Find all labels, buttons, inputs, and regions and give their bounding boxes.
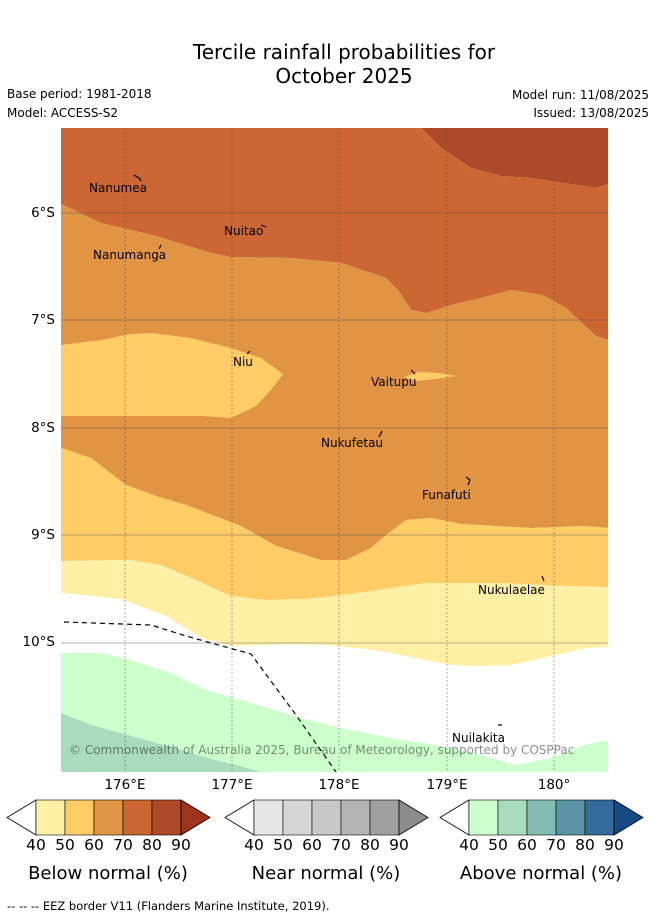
lat-label-7s: 7°S: [31, 312, 55, 328]
colorbar-near-normal: [224, 799, 429, 836]
island-nuitao-outline: [260, 224, 267, 228]
colorbar-tick-label: 90: [389, 836, 409, 854]
colorbar-segment: [64, 799, 95, 836]
colorbar-above-normal: [439, 799, 644, 836]
lon-label-180: 180°: [537, 777, 571, 793]
colorbar-segment: [369, 799, 400, 836]
map-title: Tercile rainfall probabilities for Octob…: [0, 40, 655, 88]
island-funafuti-outline: [465, 476, 471, 486]
colorbar-tick-label: 60: [517, 836, 537, 854]
model-run: Model run: 11/08/2025: [511, 88, 649, 102]
lon-label-176e: 176°E: [104, 777, 146, 793]
model-name: Model: ACCESS-S2: [7, 106, 119, 120]
colorbar-high-extension: [613, 799, 644, 836]
colorbar-segment: [122, 799, 153, 836]
colorbar-segment: [497, 799, 528, 836]
colorbar-tick-label: 40: [459, 836, 479, 854]
place-label-niu: Niu: [233, 355, 253, 369]
colorbar-segment: [468, 799, 499, 836]
region-above-40: [61, 653, 608, 772]
place-label-nanumea: Nanumea: [89, 181, 147, 195]
base-period: Base period: 1981-2018: [7, 87, 152, 101]
title-line-1: Tercile rainfall probabilities for: [192, 40, 496, 64]
lon-label-179e: 179°E: [426, 777, 468, 793]
colorbar-segment: [253, 799, 284, 836]
region-below-50-niu: [61, 333, 283, 418]
colorbar-tick-label: 60: [302, 836, 322, 854]
colorbar-segment: [526, 799, 557, 836]
lon-label-178e: 178°E: [318, 777, 360, 793]
region-above-50: [61, 713, 261, 772]
place-label-nukufetau: Nukufetau: [321, 436, 383, 450]
colorbar-low-extension: [224, 799, 255, 836]
colorbar-segment: [151, 799, 182, 836]
colorbar-segment: [340, 799, 371, 836]
colorbar-segment: [35, 799, 66, 836]
place-label-nanumanga: Nanumanga: [93, 248, 166, 262]
graticule: [61, 128, 608, 772]
place-label-nukulaelae: Nukulaelae: [478, 583, 545, 597]
colorbars: [6, 799, 644, 836]
colorbar-title-above: Above normal (%): [459, 863, 623, 884]
title-line-2: October 2025: [275, 64, 413, 88]
colorbar-segment: [584, 799, 615, 836]
lat-label-6s: 6°S: [31, 205, 55, 221]
place-label-vaitupu: Vaitupu: [371, 375, 417, 389]
island-nukulaelae-outline: [541, 575, 545, 582]
colorbar-tick-label: 90: [171, 836, 191, 854]
issued-date: Issued: 13/08/2025: [533, 106, 649, 120]
region-below-80: [421, 128, 608, 188]
place-label-nuilakita: Nuilakita: [452, 731, 505, 745]
region-below-50: [61, 448, 608, 600]
region-below-50-vaitupu: [404, 372, 456, 381]
lon-label-177e: 177°E: [211, 777, 253, 793]
colorbar-high-extension: [180, 799, 211, 836]
colorbar-high-extension: [398, 799, 429, 836]
region-below-60: [61, 204, 608, 560]
colorbar-tick-label: 40: [244, 836, 264, 854]
colorbar-tick-label: 50: [488, 836, 508, 854]
colorbar-segment: [555, 799, 586, 836]
copyright-watermark: © Commonwealth of Australia 2025, Bureau…: [69, 743, 574, 757]
island-niu-outline: [246, 350, 251, 355]
place-label-funafuti: Funafuti: [422, 488, 471, 502]
colorbar-tick-label: 40: [26, 836, 46, 854]
lat-label-10s: 10°S: [22, 634, 56, 650]
colorbar-tick-label: 80: [360, 836, 380, 854]
colorbar-tick-label: 50: [55, 836, 75, 854]
colorbar-low-extension: [439, 799, 470, 836]
eez-legend-footer: -- -- -- EEZ border V11 (Flanders Marine…: [7, 899, 330, 913]
island-nukufetau-outline: [378, 430, 383, 438]
colorbar-segment: [311, 799, 342, 836]
eez-border: [63, 621, 337, 772]
colorbar-below-normal: [6, 799, 211, 836]
colorbar-tick-label: 50: [273, 836, 293, 854]
island-nanumea-outline: [133, 174, 142, 182]
region-below-40: [61, 560, 608, 666]
colorbar-tick-label: 60: [84, 836, 104, 854]
colorbar-title-below: Below normal (%): [28, 863, 188, 884]
island-vaitupu-outline: [410, 369, 416, 375]
rainfall-map: Nanumea Nuitao Nanumanga Niu Vaitupu Nuk…: [61, 128, 608, 772]
colorbar-title-near: Near normal (%): [251, 863, 401, 884]
colorbar-tick-label: 70: [331, 836, 351, 854]
place-label-nuitao: Nuitao: [224, 224, 263, 238]
colorbar-low-extension: [6, 799, 37, 836]
colorbar-segment: [93, 799, 124, 836]
island-nanumanga-outline: [158, 244, 162, 250]
island-outlines: [133, 174, 545, 726]
colorbar-tick-label: 70: [546, 836, 566, 854]
colorbar-tick-label: 80: [142, 836, 162, 854]
colorbar-tick-label: 70: [113, 836, 133, 854]
colorbar-tick-label: 90: [604, 836, 624, 854]
colorbar-tick-label: 80: [575, 836, 595, 854]
colorbar-segment: [282, 799, 313, 836]
region-below-70: [61, 128, 608, 340]
lat-label-8s: 8°S: [31, 420, 55, 436]
lat-label-9s: 9°S: [31, 527, 55, 543]
